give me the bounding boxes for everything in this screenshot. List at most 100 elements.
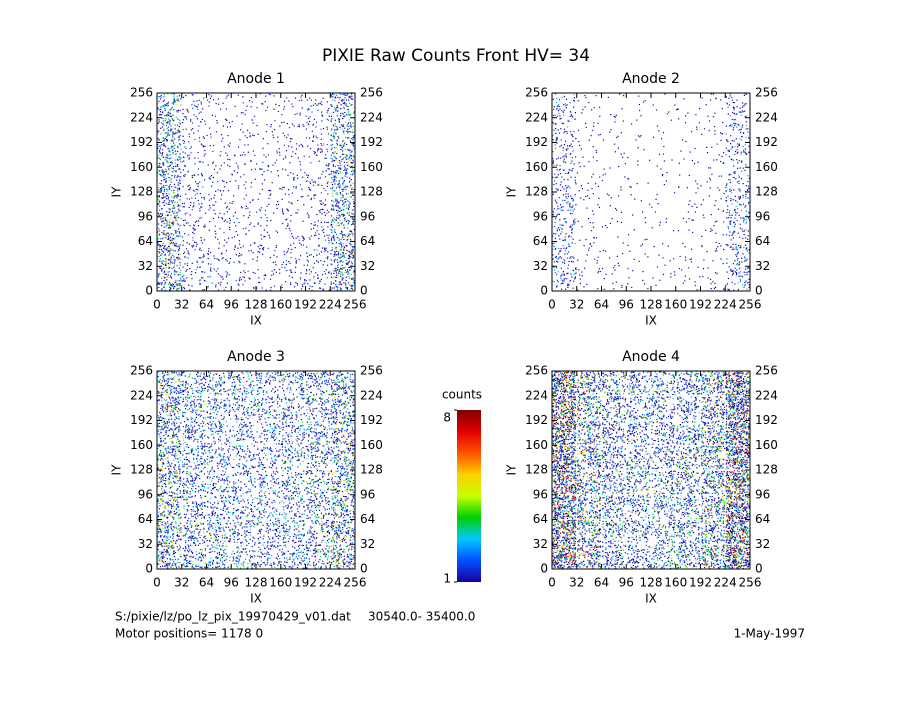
pixel [189,134,190,135]
pixel [163,177,164,178]
pixel [329,174,330,175]
pixel [348,150,349,151]
pixel [343,214,344,215]
pixel [158,200,159,201]
pixel [352,223,353,224]
pixel [340,220,341,221]
pixel [303,240,304,241]
pixel [339,190,340,191]
pixel [163,218,164,219]
pixel [296,113,297,114]
pixel [196,246,197,247]
pixel [328,242,329,243]
pixel [352,173,353,174]
pixel [353,170,354,171]
pixel [334,123,335,124]
pixel [332,159,333,160]
pixel [175,163,176,164]
pixel [301,97,302,98]
pixel [346,235,347,236]
pixel [207,99,208,100]
pixel [333,133,334,134]
pixel [316,122,317,123]
pixel [353,107,354,108]
pixel [187,110,188,111]
pixel [349,149,350,150]
pixel [175,195,176,196]
pixel [163,260,164,261]
pixel [178,110,179,111]
pixel [275,264,276,265]
pixel [311,223,312,224]
pixel [178,211,179,212]
pixel [343,225,344,226]
pixel [331,220,332,221]
pixel [353,137,354,138]
pixel [346,208,347,209]
pixel [324,212,325,213]
pixel [317,144,318,145]
pixel [175,259,176,260]
pixel [169,158,170,159]
pixel [337,213,338,214]
pixel [198,125,199,126]
pixel [217,239,218,240]
pixel [188,141,189,142]
pixel [204,121,205,122]
pixel [199,113,200,114]
pixel [167,232,168,233]
pixel [332,148,333,149]
pixel [215,213,216,214]
pixel [340,200,341,201]
pixel [288,146,289,147]
pixel [193,240,194,241]
pixel [162,149,163,150]
pixel [284,135,285,136]
pixel [350,187,351,188]
pixel [342,126,343,127]
pixel [294,180,295,181]
pixel [172,203,173,204]
pixel [163,128,164,129]
pixel [297,178,298,179]
pixel [177,194,178,195]
pixel [321,226,322,227]
pixel [166,198,167,199]
pixel [316,214,317,215]
pixel [171,109,172,110]
pixel [349,202,350,203]
pixel [343,189,344,190]
pixel [266,124,267,125]
pixel [192,177,193,178]
pixel [335,254,336,255]
pixel [321,114,322,115]
pixel [277,137,278,138]
pixel [220,199,221,200]
pixel [343,202,344,203]
pixel [172,150,173,151]
pixel [165,197,166,198]
pixel [278,204,279,205]
pixel [168,202,169,203]
pixel [340,97,341,98]
pixel [196,116,197,117]
pixel [303,238,304,239]
pixel [172,207,173,208]
pixel [277,201,278,202]
pixel [168,189,169,190]
pixel [331,237,332,238]
pixel [174,148,175,149]
pixel [159,150,160,151]
pixel [252,200,253,201]
pixel [176,197,177,198]
pixel [212,163,213,164]
pixel [262,174,263,175]
pixel [279,148,280,149]
pixel [220,190,221,191]
pixel [183,220,184,221]
pixel [245,110,246,111]
pixel [313,228,314,229]
pixel [164,205,165,206]
pixel [332,187,333,188]
pixel [198,168,199,169]
